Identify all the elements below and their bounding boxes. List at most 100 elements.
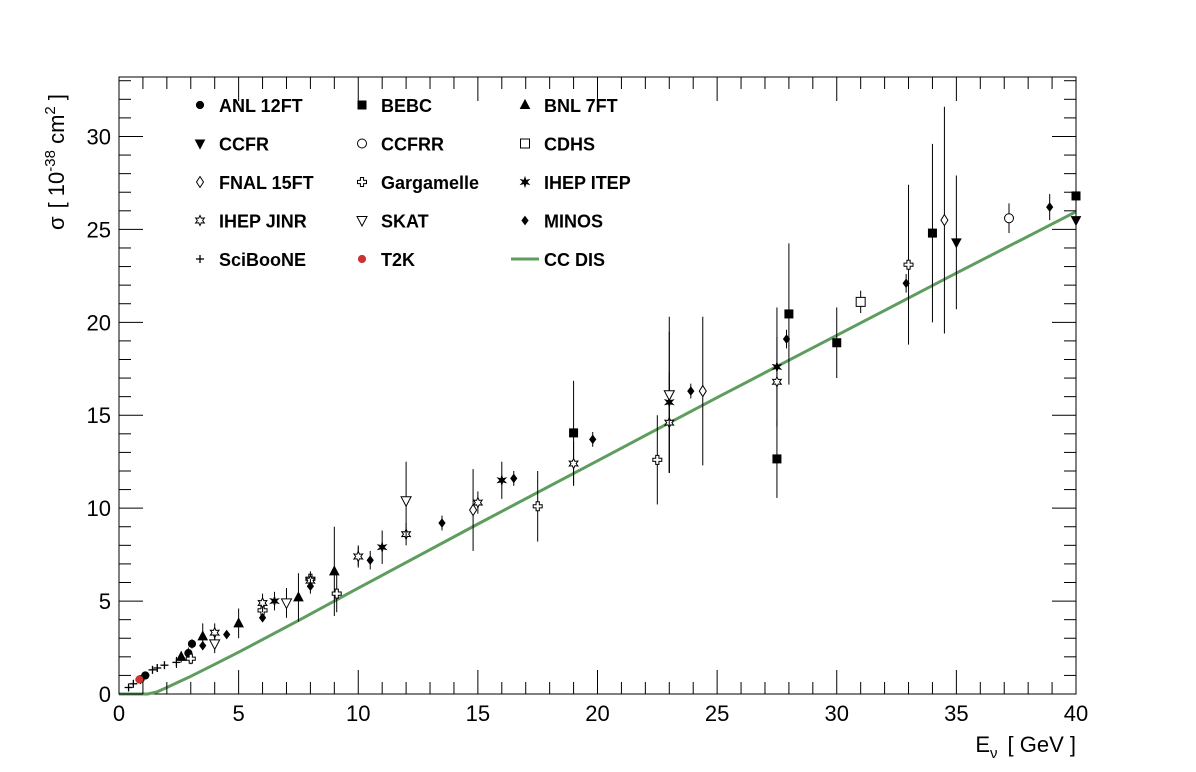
legend-swatch-sciboone — [196, 255, 204, 263]
legend-label-gargamelle: Gargamelle — [381, 173, 479, 193]
point-gargamelle-6 — [903, 259, 914, 270]
y-tick-label-30: 30 — [87, 124, 111, 149]
y-tick-label-20: 20 — [87, 310, 111, 335]
legend: ANL 12FT BEBC BNL 7FT CCFR CCFRR CDHS FNAL 15F… — [194, 96, 631, 270]
point-ihep-jinr-1 — [257, 596, 268, 610]
legend-swatch-skat — [356, 216, 368, 228]
legend-entry-t2k: T2K — [357, 250, 415, 270]
point-sciboone-0 — [124, 683, 133, 692]
point-ihep-itep-3 — [496, 474, 508, 487]
x-tick-label-10: 10 — [346, 701, 370, 726]
y-tick-label-25: 25 — [87, 217, 111, 242]
point-bnl-7ft-4 — [328, 565, 340, 576]
point-minos-3 — [306, 581, 315, 592]
series-bnl-7ft — [175, 526, 340, 663]
y-tick-label-0: 0 — [99, 682, 111, 707]
legend-swatch-minos — [521, 215, 529, 226]
series-gargamelle — [185, 184, 914, 665]
point-sciboone-7 — [172, 658, 181, 667]
point-ihep-jinr-6 — [568, 457, 579, 470]
legend-entry-ccfr: CCFR — [194, 135, 269, 155]
legend-swatch-ccfrr — [357, 138, 367, 149]
series-cdhs — [855, 290, 866, 314]
point-bnl-7ft-2 — [233, 617, 244, 628]
legend-label-fnal-15ft: FNAL 15FT — [219, 173, 314, 193]
legend-label-ccfrr: CCFRR — [381, 135, 444, 155]
point-minos-2 — [258, 612, 267, 623]
legend-label-t2k: T2K — [381, 250, 415, 270]
y-tick-label-10: 10 — [87, 496, 111, 521]
legend-swatch-cdhs — [520, 138, 530, 149]
legend-label-bebc: BEBC — [381, 96, 432, 116]
x-tick-label-20: 20 — [585, 701, 609, 726]
legend-swatch-t2k — [357, 254, 367, 264]
y-axis-title-open: [ 10 — [44, 172, 69, 209]
point-sciboone-3 — [141, 671, 150, 680]
y-axis-title-close: ] — [44, 94, 69, 106]
series-skat — [208, 316, 676, 654]
series-minos — [199, 194, 1054, 651]
point-ccfr-1 — [1070, 216, 1082, 227]
x-tick-label-30: 30 — [825, 701, 849, 726]
cc-dis-curve-layer — [119, 210, 1077, 696]
legend-label-cc-dis: CC DIS — [544, 250, 605, 270]
point-minos-6 — [510, 473, 518, 484]
y-tick-label-15: 15 — [87, 403, 111, 428]
point-t2k-0 — [135, 675, 144, 684]
point-bebc-4 — [927, 228, 937, 238]
legend-swatch-ihep-itep — [519, 175, 531, 189]
point-bebc-2 — [784, 309, 794, 319]
legend-entry-fnal-15ft: FNAL 15FT — [195, 173, 314, 193]
legend-swatch-anl-12ft — [195, 100, 205, 110]
y-axis-title-unit-exp: 2 — [42, 106, 59, 114]
y-axis-title-main: σ — [44, 216, 69, 230]
point-minos-1 — [223, 629, 231, 640]
point-ihep-jinr-3 — [352, 550, 364, 563]
point-minos-0 — [199, 640, 207, 651]
point-skat-0 — [208, 639, 221, 651]
point-ccfrr-0 — [1004, 213, 1015, 224]
point-skat-1 — [280, 598, 293, 610]
point-ihep-itep-0 — [269, 594, 280, 608]
point-minos-7 — [589, 434, 597, 445]
point-fnal-15ft-0 — [468, 503, 478, 517]
legend-label-ihep-jinr: IHEP JINR — [219, 212, 307, 232]
series-t2k — [135, 675, 144, 684]
point-sciboone-4 — [148, 665, 157, 674]
x-tick-label-0: 0 — [113, 701, 125, 726]
point-ihep-jinr-8 — [771, 375, 783, 388]
x-axis-title-unit: [ GeV ] — [1008, 732, 1076, 757]
point-bebc-3 — [832, 338, 842, 348]
point-skat-2 — [400, 496, 412, 508]
legend-entry-ihep-jinr: IHEP JINR — [194, 212, 307, 232]
y-tick-label-5: 5 — [99, 589, 111, 614]
legend-entry-cdhs: CDHS — [520, 135, 595, 155]
legend-entry-bnl-7ft: BNL 7FT — [519, 96, 618, 116]
point-ihep-jinr-5 — [472, 496, 484, 509]
x-tick-label-35: 35 — [944, 701, 968, 726]
point-sciboone-6 — [160, 661, 169, 670]
legend-swatch-gargamelle — [357, 177, 367, 187]
series-ccfrr — [1004, 203, 1015, 234]
point-bebc-1 — [772, 454, 782, 464]
x-axis-title-main: E — [975, 732, 990, 757]
series-bebc — [569, 103, 1081, 498]
x-tick-label-40: 40 — [1064, 701, 1088, 726]
point-gargamelle-5 — [652, 454, 663, 465]
point-skat-3 — [663, 390, 676, 402]
legend-entry-minos: MINOS — [521, 212, 603, 232]
axes-layer: 0 5 10 15 20 25 30 35 40 0 5 10 15 20 25 30 — [87, 77, 1088, 726]
point-minos-4 — [366, 555, 374, 566]
legend-swatch-bnl-7ft — [519, 98, 531, 109]
y-axis-title-unit: cm — [44, 115, 69, 150]
point-sciboone-1 — [129, 679, 138, 688]
legend-entry-anl-12ft: ANL 12FT — [195, 96, 303, 116]
legend-label-ihep-itep: IHEP ITEP — [544, 173, 631, 193]
cc-dis-line — [119, 210, 1077, 696]
legend-entry-cc-dis: CC DIS — [511, 250, 605, 270]
legend-entry-ihep-itep: IHEP ITEP — [519, 173, 631, 193]
point-cdhs-0 — [855, 296, 866, 307]
point-ihep-itep-2 — [376, 540, 388, 554]
legend-swatch-ihep-jinr — [194, 214, 206, 227]
